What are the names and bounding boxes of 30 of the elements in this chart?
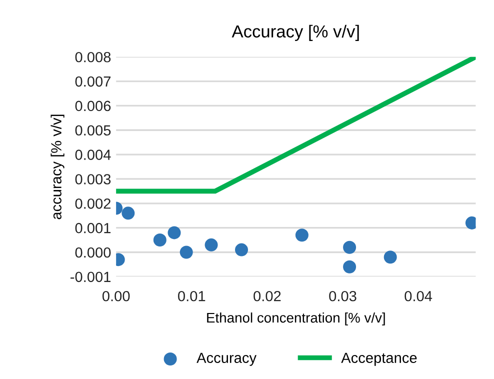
y-tick-label: 0.004 xyxy=(75,150,111,160)
point xyxy=(235,243,248,256)
y-tick-label: 0.002 xyxy=(75,198,110,209)
legend-label: Acceptance xyxy=(341,352,417,366)
legend-label: Accuracy xyxy=(196,352,257,366)
y-tick-label: 0.006 xyxy=(75,100,111,112)
point xyxy=(295,228,308,242)
point xyxy=(343,260,356,274)
x-tick-label: 0.02 xyxy=(254,290,281,302)
point xyxy=(153,234,166,247)
point xyxy=(343,240,356,254)
point xyxy=(168,226,181,240)
x-tick-label: 0.00 xyxy=(102,290,130,302)
point xyxy=(180,246,193,259)
point xyxy=(204,238,218,252)
y-tick-label: 0.008 xyxy=(75,52,111,62)
x-axis-title: Ethanol concentration [% v/v] xyxy=(207,312,385,326)
point xyxy=(384,250,397,264)
y-tick-label: 0.000 xyxy=(75,247,111,258)
y-tick-label: 0.007 xyxy=(75,76,110,87)
y-tick-label: 0.003 xyxy=(75,174,111,184)
x-tick-label: 0.03 xyxy=(329,290,356,302)
point xyxy=(122,206,135,220)
x-tick-label: 0.04 xyxy=(404,290,432,302)
y-tick-label: 0.005 xyxy=(75,125,111,136)
y-tick-label: 0.001 xyxy=(75,222,111,234)
x-tick-label: 0.01 xyxy=(178,290,206,302)
y-tick-label: -0.001 xyxy=(70,272,111,282)
chart-title: Accuracy [% v/v] xyxy=(232,24,359,42)
y-axis-title: accuracy [% v/v] xyxy=(50,114,64,220)
